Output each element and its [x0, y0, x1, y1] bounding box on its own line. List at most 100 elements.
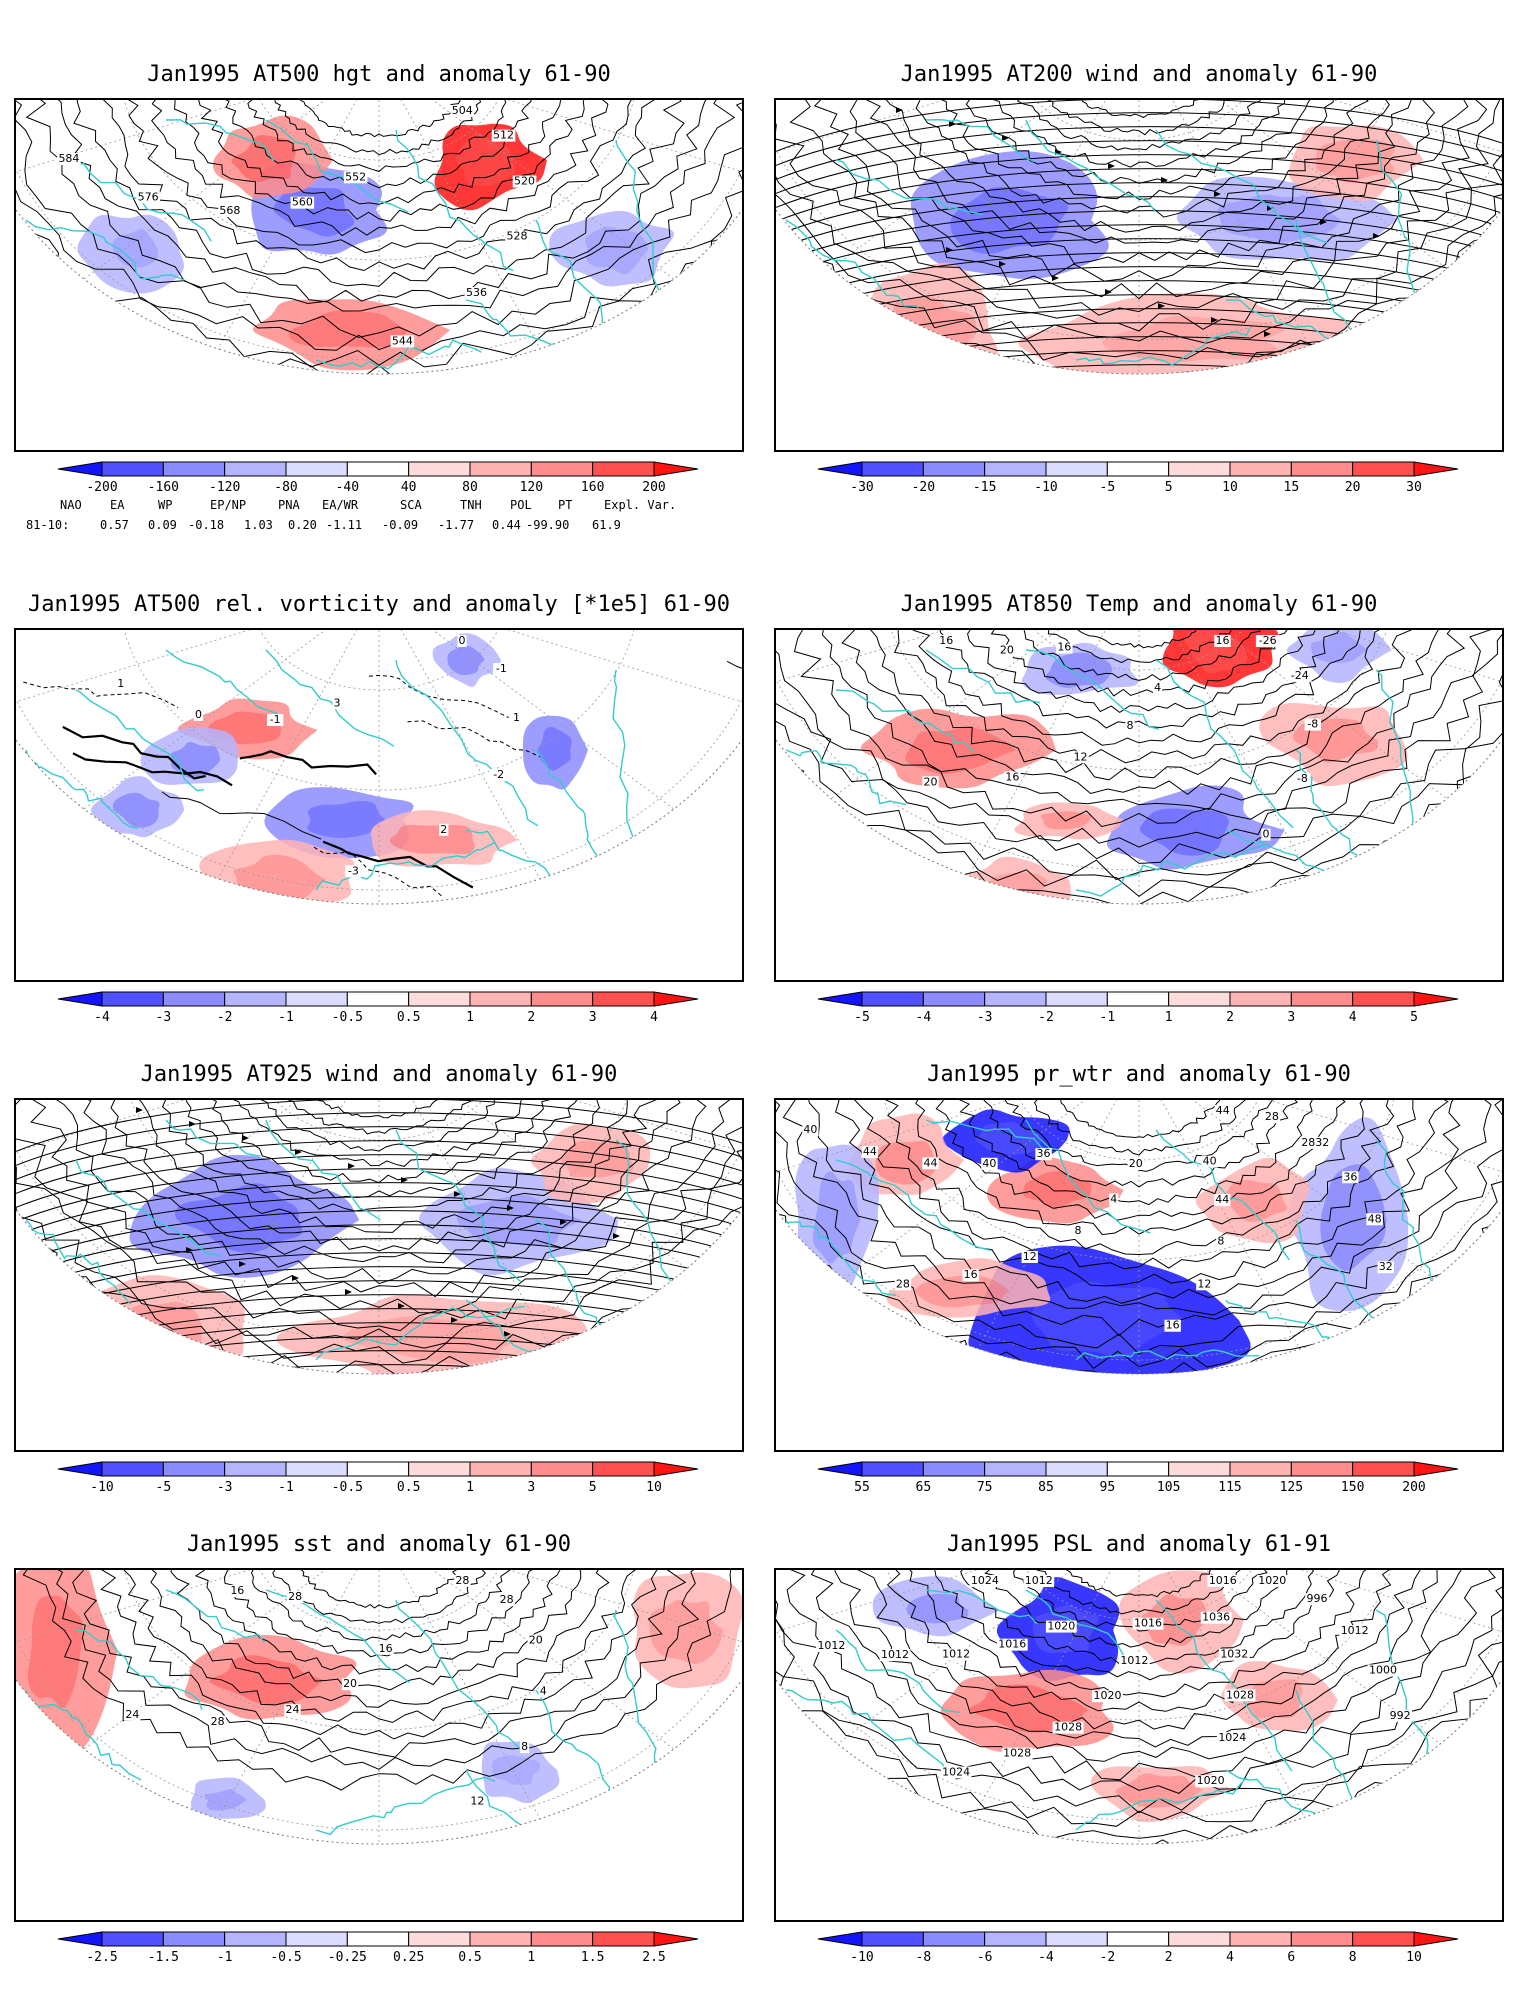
colorbar-tick-label: 10 [646, 1480, 662, 1495]
map-svg: 44 28283236483240448121620481216283640444… [776, 1100, 1502, 1375]
map-boundary [776, 739, 1502, 905]
contour-label-bg [450, 105, 475, 117]
contour-line [831, 1570, 1439, 1748]
contour-line [16, 1100, 742, 1332]
index-value: -0.09 [382, 518, 419, 532]
contour-label-bg [1004, 771, 1021, 784]
contour-line [559, 898, 684, 905]
coastline [925, 649, 1041, 704]
streamline [776, 100, 1502, 161]
contour-line [726, 660, 742, 687]
coastline [1155, 129, 1328, 244]
positive-anomaly-core [1023, 1171, 1092, 1207]
contour-label: 20 [343, 1677, 357, 1690]
streamline [776, 364, 1502, 375]
contour-label: 28 [500, 1593, 514, 1606]
contour-label-bg [136, 191, 160, 204]
positive-anomaly-area [849, 1113, 964, 1196]
colorbar-arrow-low [817, 1461, 863, 1477]
contour-label: -1 [270, 713, 281, 726]
colorbar-swatch [346, 1931, 410, 1947]
contour-label: -26 [1259, 634, 1277, 647]
coastline [265, 649, 395, 747]
colorbar-tick-label: -3 [977, 1010, 993, 1025]
map-layer [16, 1100, 742, 1450]
contour-label-bg [124, 1708, 141, 1721]
colorbar-svg: -4 -3 -2 -1 -0.5 0.5 1 2 3 4 [57, 991, 699, 1025]
coastline [925, 1119, 1050, 1151]
colorbar-swatch [530, 991, 594, 1007]
contour-label-bg [816, 1639, 847, 1652]
contour-label-bg [490, 769, 507, 782]
contour-label: 12 [1023, 1250, 1037, 1263]
streamline [16, 1350, 742, 1375]
meridian-line [870, 630, 1140, 905]
colorbar-tick-label: -1 [278, 1010, 294, 1025]
streamline [776, 350, 1502, 375]
positive-anomaly-core [389, 824, 475, 855]
colorbar-tick-label: 2.5 [642, 1950, 665, 1965]
map-plot: 44 28 2832 36 48 32 40 44 8 12 16 20 4 8 12 16 28 36 40 44 4… [774, 1098, 1504, 1452]
coastline [465, 299, 655, 375]
colorbar-svg: -200 -160 -120 -80 -40 40 80 120 160 200 [57, 461, 699, 495]
contour-label: 16 [964, 1268, 978, 1281]
colorbar-arrow-high [653, 991, 699, 1007]
colorbar-tick-label: 75 [977, 1480, 993, 1495]
index-value-row: 81-10: 0.57 0.09 -0.18 1.03 0.20 -1.11 -… [26, 518, 706, 534]
contour-label: 8 [521, 1740, 528, 1753]
colorbar-swatch [224, 1461, 287, 1477]
contour-line [780, 1100, 1492, 1316]
coastline [1155, 659, 1294, 829]
colorbar-swatch [285, 461, 348, 477]
contour-label: 1028 [1054, 1721, 1082, 1734]
colorbar-swatch [101, 1461, 164, 1477]
colorbar: -4 -3 -2 -1 -0.5 0.5 1 2 3 4 [57, 990, 699, 1025]
contour-line [883, 630, 1398, 764]
contour-label: 1024 [942, 1765, 970, 1778]
positive-anomaly-core [117, 1301, 202, 1369]
contour-line [929, 630, 1348, 729]
contour-label: 8 [1126, 719, 1133, 732]
contour-label-bg [1109, 1193, 1119, 1206]
panel-at925-wind: Jan1995 AT925 wind and anomaly 61-90 -10… [14, 1060, 744, 1495]
colorbar: -30 -20 -15 -10 -5 5 10 15 20 30 [817, 460, 1459, 495]
colorbar-tick-label: -5 [156, 1480, 172, 1495]
streamline-arrow [1320, 219, 1327, 225]
contour-label: 1012 [942, 1647, 970, 1660]
negative-anomaly-area [432, 633, 501, 687]
meridian-line [870, 100, 1140, 375]
streamline-arrow [610, 1359, 617, 1365]
colorbar-swatch [984, 1461, 1047, 1477]
map-plot: 0 -1 1 -2 2 -3 3 -1 0 1 [14, 628, 744, 982]
meridian-line [870, 1570, 1140, 1845]
contour-label: 1024 [1218, 1731, 1246, 1744]
streamline [16, 1449, 742, 1450]
colorbar-swatch [1106, 461, 1170, 477]
colorbar-swatch [592, 1461, 655, 1477]
coastline [925, 1589, 1038, 1625]
contour-line [803, 100, 1470, 282]
contour-label-bg [290, 196, 315, 209]
colorbar-tick-label: 5 [1410, 1010, 1418, 1025]
contour-line [1052, 1100, 1227, 1139]
contour-label-bg [1073, 1225, 1083, 1238]
meridian-line [870, 1100, 1140, 1375]
colorbar-tick-label: 4 [1349, 1010, 1357, 1025]
streamline-arrow [1002, 135, 1009, 141]
colorbar-swatch [346, 991, 410, 1007]
contour-label-bg [464, 286, 489, 299]
colorbar-swatch [346, 1461, 410, 1477]
contour-line [833, 1100, 1449, 1287]
panel-at500-vorticity: Jan1995 AT500 rel. vorticity and anomaly… [14, 590, 744, 1025]
contour-label: 16 [379, 1642, 393, 1655]
colorbar-tick-label: -10 [850, 1950, 873, 1965]
coastline [165, 119, 275, 162]
contour-label-bg [527, 1634, 544, 1647]
colorbar-swatch [1168, 1461, 1231, 1477]
meridian-line [378, 1100, 648, 1375]
colorbar-tick-label: 160 [581, 480, 604, 495]
coastline [265, 1119, 381, 1221]
contour-label-bg [1023, 1575, 1055, 1587]
contour-label-bg [1118, 1654, 1150, 1667]
colorbar-arrow-high [653, 1931, 699, 1947]
